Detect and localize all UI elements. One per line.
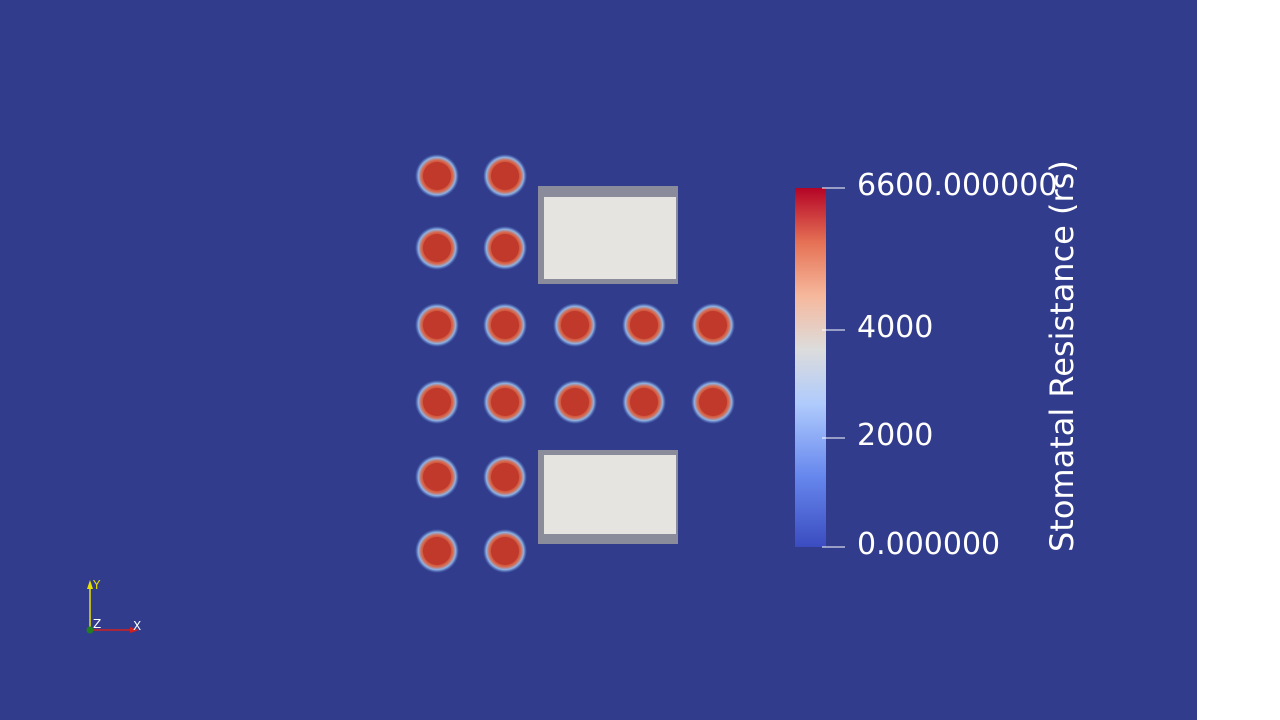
tree-core: [491, 463, 519, 491]
tree-core: [423, 463, 451, 491]
tree-core: [699, 388, 727, 416]
tree-core: [423, 162, 451, 190]
building-bottom: [538, 450, 678, 544]
tree-core: [491, 388, 519, 416]
tree-core: [630, 388, 658, 416]
building-top: [538, 186, 678, 284]
tree-core: [491, 162, 519, 190]
x-axis-arrow: [130, 627, 139, 633]
y-axis-label: Y: [93, 578, 101, 592]
colorbar-title: Stomatal Resistance (rs): [1043, 160, 1081, 552]
tree-group: [415, 154, 735, 573]
colorbar-gradient: [795, 188, 826, 547]
tree-core: [561, 388, 589, 416]
colorbar-label-2000: 2000: [857, 418, 934, 453]
tree-core: [423, 537, 451, 565]
colorbar-max-label: 6600.000000: [857, 168, 1058, 203]
tree-core: [561, 311, 589, 339]
tree-core: [491, 234, 519, 262]
colorbar: [795, 187, 845, 548]
z-axis-dot: [86, 626, 94, 634]
z-axis-label: Z: [93, 617, 102, 631]
colorbar-label-4000: 4000: [857, 310, 934, 345]
tree-core: [630, 311, 658, 339]
tree-core: [423, 234, 451, 262]
render-viewport[interactable]: 6600.000000 4000 2000 0.000000 Stomatal …: [0, 0, 1197, 720]
tree-core: [491, 537, 519, 565]
x-axis-label: X: [133, 619, 142, 633]
tree-core: [423, 311, 451, 339]
tree-core: [423, 388, 451, 416]
orientation-axes[interactable]: [86, 580, 140, 634]
y-axis-arrow: [87, 580, 93, 589]
scene-canvas: [86, 154, 845, 634]
colorbar-min-label: 0.000000: [857, 527, 1001, 562]
tree-core: [699, 311, 727, 339]
tree-core: [491, 311, 519, 339]
